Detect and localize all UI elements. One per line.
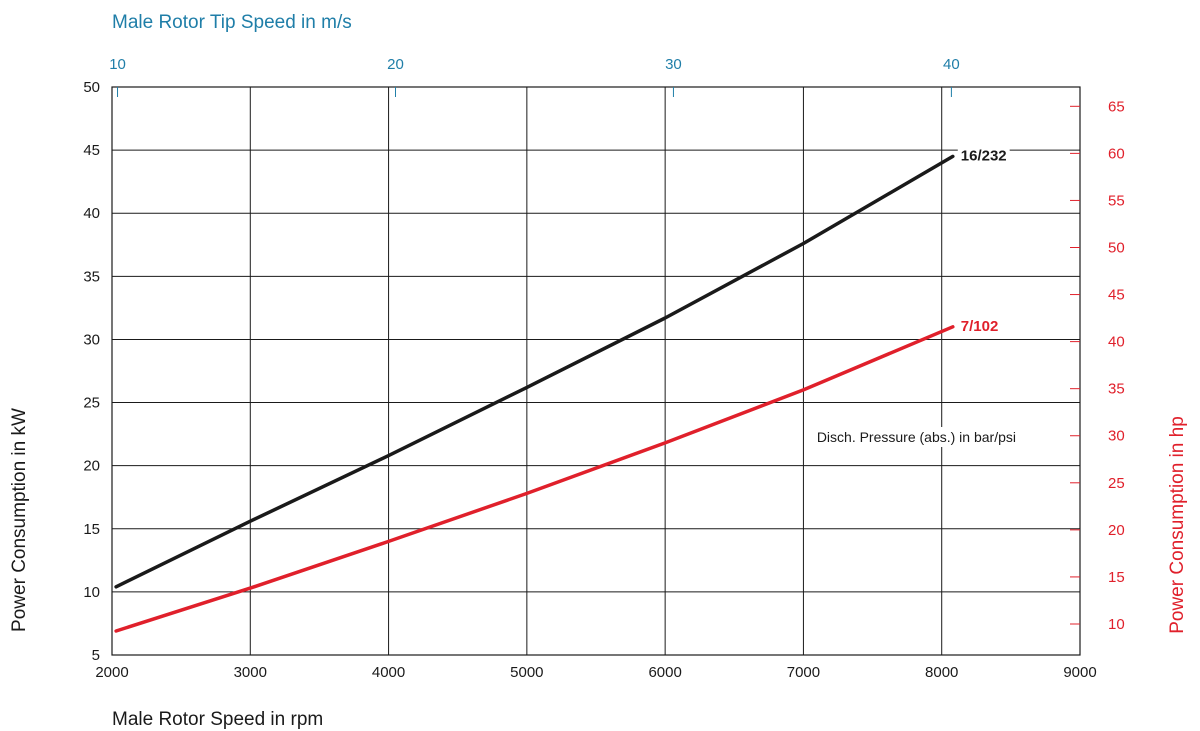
x-tick-label: 6000 — [648, 664, 681, 681]
top-axis-title: Male Rotor Tip Speed in m/s — [112, 12, 352, 33]
series-line — [114, 154, 955, 589]
right-tick-label: 30 — [1108, 428, 1125, 445]
x-tick-label: 5000 — [510, 664, 543, 681]
y-tick-label: 10 — [83, 584, 100, 601]
y-tick-label: 20 — [83, 458, 100, 475]
top-tick-label: 20 — [387, 56, 404, 73]
series-label: 16/232 — [961, 147, 1007, 164]
x-tick-label: 7000 — [787, 664, 820, 681]
series-label-background — [957, 146, 1010, 166]
y-tick-label: 30 — [83, 331, 100, 348]
y-tick-label: 50 — [83, 79, 100, 96]
y-tick-label: 5 — [92, 647, 100, 664]
right-tick-label: 10 — [1108, 616, 1125, 633]
y-axis-label: Power Consumption in kW — [9, 408, 30, 632]
axis-ticks: 2000 3000 4000 5000 6000 7000 8000 9000 5 10 15 20 2… — [83, 56, 1124, 681]
top-tick-label: 10 — [109, 56, 126, 73]
right-tick-label: 60 — [1108, 145, 1125, 162]
top-tick-label: 30 — [665, 56, 682, 73]
x-axis-label: Male Rotor Speed in rpm — [112, 709, 323, 730]
series-line — [114, 325, 955, 633]
right-tick-label: 35 — [1108, 381, 1125, 398]
y-tick-label: 40 — [83, 205, 100, 222]
series-lines — [114, 154, 955, 633]
right-axis-label: Power Consumption in hp — [1167, 416, 1188, 634]
y-tick-label: 15 — [83, 521, 100, 538]
pressure-annotation: Disch. Pressure (abs.) in bar/psi — [817, 429, 1016, 445]
right-tick-label: 15 — [1108, 569, 1125, 586]
series-label-background — [957, 316, 1002, 336]
right-tick-label: 20 — [1108, 522, 1125, 539]
right-tick-label: 45 — [1108, 287, 1125, 304]
y-tick-label: 25 — [83, 395, 100, 412]
x-tick-label: 8000 — [925, 664, 958, 681]
annotation-background — [812, 427, 1020, 447]
series-labels: 16/232 7/102 Disch. Pressure (abs.) in bar… — [812, 146, 1020, 447]
plot-frame — [111, 86, 1081, 656]
right-tick-label: 65 — [1108, 98, 1125, 115]
x-tick-label: 4000 — [372, 664, 405, 681]
x-tick-label: 3000 — [234, 664, 267, 681]
right-tick-label: 25 — [1108, 475, 1125, 492]
y-tick-label: 45 — [83, 142, 100, 159]
right-tick-label: 40 — [1108, 334, 1125, 351]
x-tick-label: 9000 — [1063, 664, 1096, 681]
right-tick-label: 55 — [1108, 192, 1125, 209]
series-label: 7/102 — [961, 318, 999, 335]
y-tick-label: 35 — [83, 268, 100, 285]
top-tick-label: 40 — [943, 56, 960, 73]
grid — [111, 86, 1081, 656]
x-tick-label: 2000 — [95, 664, 128, 681]
right-tick-label: 50 — [1108, 239, 1125, 256]
